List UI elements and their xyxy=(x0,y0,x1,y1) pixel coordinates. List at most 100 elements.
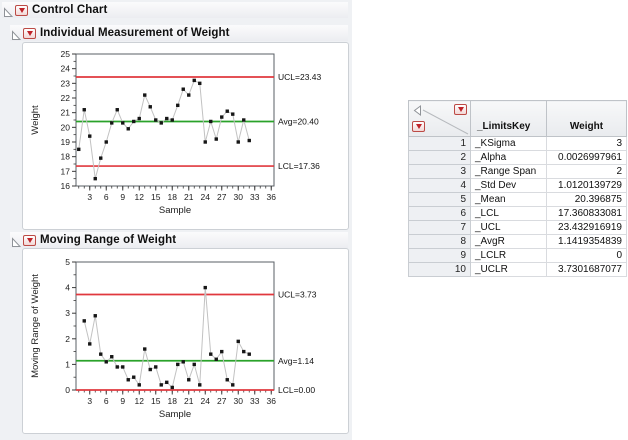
weight-cell[interactable]: 2 xyxy=(546,164,627,179)
data-point-marker[interactable] xyxy=(93,176,97,181)
data-point-marker[interactable] xyxy=(148,367,152,372)
limitskey-cell[interactable]: _Std Dev xyxy=(470,178,547,193)
limitskey-cell[interactable]: _UCLR xyxy=(470,262,547,277)
data-point-marker[interactable] xyxy=(99,352,103,356)
data-point-marker[interactable] xyxy=(209,119,213,124)
red-triangle-menu-button[interactable] xyxy=(23,234,36,246)
data-point-marker[interactable] xyxy=(110,121,114,125)
data-point-marker[interactable] xyxy=(165,380,169,385)
data-point-marker[interactable] xyxy=(82,319,86,323)
red-triangle-menu-button[interactable] xyxy=(15,4,28,16)
limitskey-cell[interactable]: _Range Span xyxy=(470,164,547,179)
weight-cell[interactable]: 1.1419354839 xyxy=(546,234,627,249)
data-point-marker[interactable] xyxy=(247,138,251,143)
red-triangle-menu-button[interactable] xyxy=(23,27,36,39)
data-point-marker[interactable] xyxy=(132,375,136,379)
data-point-marker[interactable] xyxy=(170,118,174,122)
data-point-marker[interactable] xyxy=(176,103,180,108)
row-number-cell[interactable]: 2 xyxy=(408,150,471,165)
limitskey-cell[interactable]: _LCL xyxy=(470,206,547,221)
limitskey-cell[interactable]: _AvgR xyxy=(470,234,547,249)
data-point-marker[interactable] xyxy=(126,127,130,131)
outline-header-individual-measurement[interactable]: Individual Measurement of Weight xyxy=(10,25,348,41)
weight-cell[interactable]: 3.7301687077 xyxy=(546,262,627,277)
limitskey-cell[interactable]: _LCLR xyxy=(470,248,547,263)
row-number-cell[interactable]: 4 xyxy=(408,178,471,193)
outline-header-moving-range[interactable]: Moving Range of Weight xyxy=(10,232,348,248)
data-point-marker[interactable] xyxy=(121,121,125,125)
data-point-marker[interactable] xyxy=(187,378,191,382)
column-header-limitskey[interactable]: _LimitsKey xyxy=(470,100,547,137)
row-number-cell[interactable]: 8 xyxy=(408,234,471,249)
data-point-marker[interactable] xyxy=(115,365,119,369)
disclosure-triangle-icon[interactable] xyxy=(10,235,22,247)
data-point-marker[interactable] xyxy=(170,385,174,390)
columns-disclosure-icon[interactable] xyxy=(412,104,422,119)
weight-cell[interactable]: 1.0120139729 xyxy=(546,178,627,193)
disclosure-triangle-icon[interactable] xyxy=(10,28,22,40)
data-point-marker[interactable] xyxy=(231,112,235,116)
data-point-marker[interactable] xyxy=(104,140,108,144)
limitskey-cell[interactable]: _Mean xyxy=(470,192,547,207)
limitskey-cell[interactable]: _UCL xyxy=(470,220,547,235)
data-point-marker[interactable] xyxy=(82,108,86,112)
data-point-marker[interactable] xyxy=(225,378,229,382)
outline-header-control-chart[interactable]: Control Chart xyxy=(2,2,348,18)
row-number-cell[interactable]: 1 xyxy=(408,136,471,151)
data-point-marker[interactable] xyxy=(159,121,163,125)
data-point-marker[interactable] xyxy=(99,156,103,160)
data-point-marker[interactable] xyxy=(203,285,207,290)
data-point-marker[interactable] xyxy=(93,314,97,318)
data-point-marker[interactable] xyxy=(88,342,92,346)
weight-cell[interactable]: 17.360833081 xyxy=(546,206,627,221)
data-point-marker[interactable] xyxy=(192,362,196,367)
weight-cell[interactable]: 20.396875 xyxy=(546,192,627,207)
data-point-marker[interactable] xyxy=(192,78,196,83)
data-point-marker[interactable] xyxy=(242,118,246,122)
data-point-marker[interactable] xyxy=(159,383,163,387)
rows-red-triangle-menu-button[interactable] xyxy=(412,121,425,132)
row-number-cell[interactable]: 6 xyxy=(408,206,471,221)
data-point-marker[interactable] xyxy=(132,119,136,124)
data-point-marker[interactable] xyxy=(181,87,185,91)
data-point-marker[interactable] xyxy=(220,115,224,119)
data-point-marker[interactable] xyxy=(187,93,191,97)
row-number-cell[interactable]: 3 xyxy=(408,164,471,179)
weight-cell[interactable]: 0.0026997961 xyxy=(546,150,627,165)
data-point-marker[interactable] xyxy=(137,116,141,121)
data-point-marker[interactable] xyxy=(104,360,108,364)
data-point-marker[interactable] xyxy=(198,383,202,387)
data-point-marker[interactable] xyxy=(236,339,240,344)
data-point-marker[interactable] xyxy=(181,360,185,364)
weight-cell[interactable]: 23.432916919 xyxy=(546,220,627,235)
data-point-marker[interactable] xyxy=(198,81,202,86)
data-point-marker[interactable] xyxy=(242,349,246,354)
data-point-marker[interactable] xyxy=(148,105,152,109)
row-number-cell[interactable]: 7 xyxy=(408,220,471,235)
data-point-marker[interactable] xyxy=(110,355,114,359)
row-number-cell[interactable]: 5 xyxy=(408,192,471,207)
data-point-marker[interactable] xyxy=(220,349,224,354)
row-number-cell[interactable]: 10 xyxy=(408,262,471,277)
data-point-marker[interactable] xyxy=(214,137,218,141)
columns-red-triangle-menu-button[interactable] xyxy=(454,104,467,115)
data-point-marker[interactable] xyxy=(143,347,147,351)
weight-cell[interactable]: 0 xyxy=(546,248,627,263)
data-point-marker[interactable] xyxy=(121,365,125,369)
weight-cell[interactable]: 3 xyxy=(546,136,627,151)
data-point-marker[interactable] xyxy=(165,116,169,121)
data-point-marker[interactable] xyxy=(137,383,141,387)
data-point-marker[interactable] xyxy=(247,352,251,356)
disclosure-triangle-icon[interactable] xyxy=(2,5,14,17)
data-point-marker[interactable] xyxy=(88,134,92,138)
row-number-cell[interactable]: 9 xyxy=(408,248,471,263)
data-point-marker[interactable] xyxy=(126,378,130,382)
data-point-marker[interactable] xyxy=(143,93,147,97)
data-point-marker[interactable] xyxy=(236,140,240,144)
data-point-marker[interactable] xyxy=(225,109,229,113)
data-point-marker[interactable] xyxy=(154,118,158,122)
limitskey-cell[interactable]: _Alpha xyxy=(470,150,547,165)
data-point-marker[interactable] xyxy=(231,383,235,387)
data-point-marker[interactable] xyxy=(77,147,81,152)
data-point-marker[interactable] xyxy=(154,365,158,369)
